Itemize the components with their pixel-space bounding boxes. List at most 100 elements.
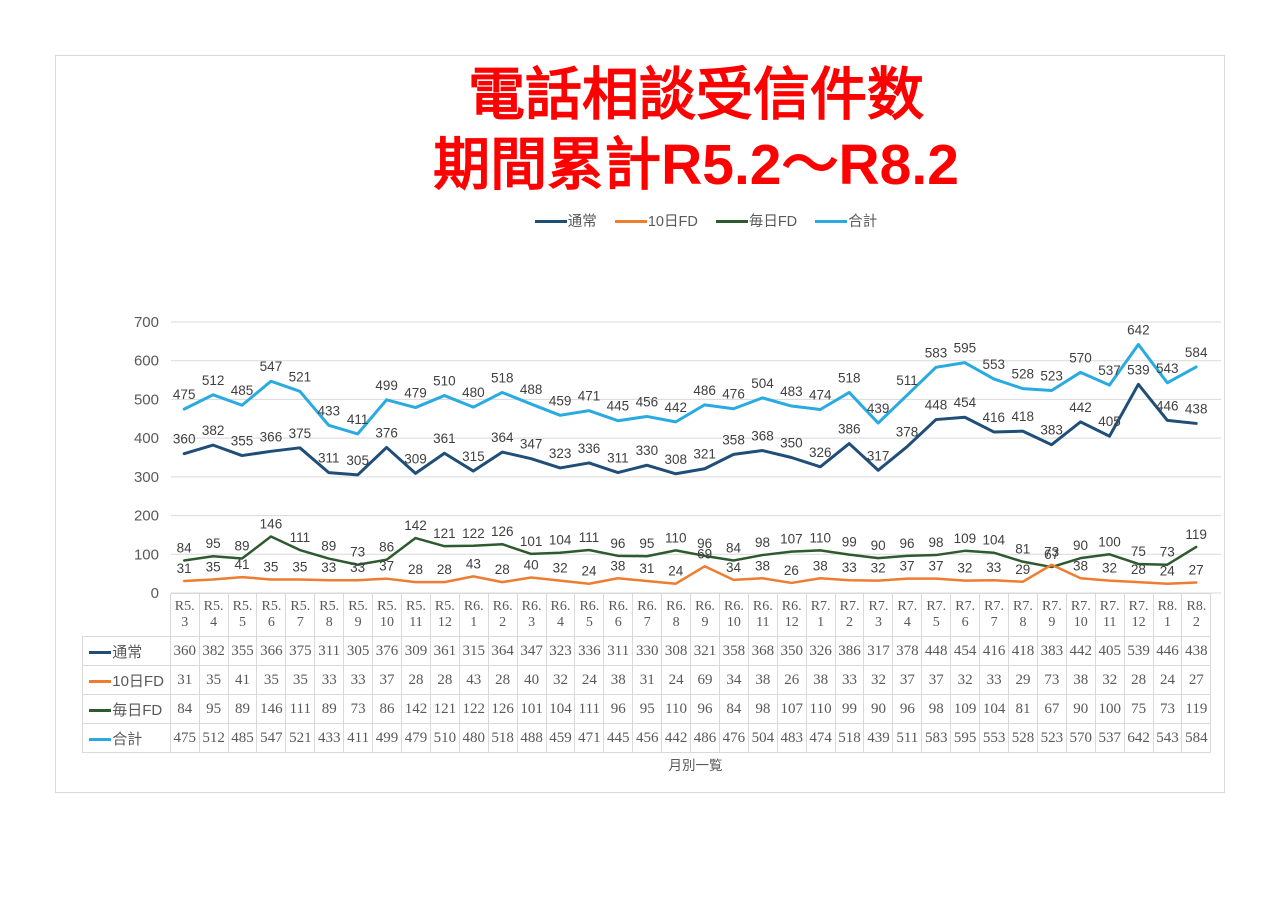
svg-text:104: 104 bbox=[983, 533, 1006, 548]
svg-text:504: 504 bbox=[751, 376, 774, 391]
svg-text:28: 28 bbox=[408, 562, 423, 577]
svg-text:486: 486 bbox=[693, 383, 716, 398]
svg-text:69: 69 bbox=[697, 546, 712, 561]
svg-text:121: 121 bbox=[433, 526, 456, 541]
svg-text:321: 321 bbox=[693, 447, 716, 462]
svg-text:411: 411 bbox=[347, 412, 369, 427]
svg-text:126: 126 bbox=[491, 524, 514, 539]
svg-text:547: 547 bbox=[260, 359, 283, 374]
svg-text:308: 308 bbox=[664, 452, 687, 467]
svg-text:100: 100 bbox=[134, 546, 159, 563]
svg-text:305: 305 bbox=[346, 453, 369, 468]
svg-text:311: 311 bbox=[607, 451, 629, 466]
svg-text:521: 521 bbox=[289, 369, 312, 384]
svg-text:488: 488 bbox=[520, 382, 543, 397]
svg-text:383: 383 bbox=[1040, 423, 1063, 438]
svg-text:584: 584 bbox=[1185, 345, 1208, 360]
svg-text:33: 33 bbox=[350, 560, 365, 575]
svg-text:98: 98 bbox=[755, 535, 770, 550]
svg-text:539: 539 bbox=[1127, 362, 1150, 377]
svg-text:146: 146 bbox=[260, 516, 283, 531]
svg-text:448: 448 bbox=[925, 398, 948, 413]
svg-text:24: 24 bbox=[668, 564, 684, 579]
svg-text:35: 35 bbox=[292, 559, 307, 574]
svg-text:73: 73 bbox=[1160, 545, 1175, 560]
svg-text:364: 364 bbox=[491, 430, 514, 445]
svg-text:483: 483 bbox=[780, 384, 803, 399]
svg-text:499: 499 bbox=[375, 378, 398, 393]
svg-text:358: 358 bbox=[722, 432, 745, 447]
svg-text:442: 442 bbox=[664, 400, 687, 415]
svg-text:119: 119 bbox=[1185, 527, 1207, 542]
svg-text:445: 445 bbox=[607, 399, 630, 414]
svg-text:84: 84 bbox=[726, 540, 742, 555]
svg-text:32: 32 bbox=[871, 561, 886, 576]
svg-text:471: 471 bbox=[578, 389, 601, 404]
svg-text:446: 446 bbox=[1156, 398, 1179, 413]
svg-text:111: 111 bbox=[579, 530, 600, 545]
svg-text:317: 317 bbox=[867, 448, 890, 463]
svg-text:442: 442 bbox=[1069, 400, 1092, 415]
svg-text:361: 361 bbox=[433, 431, 456, 446]
svg-text:438: 438 bbox=[1185, 401, 1208, 416]
svg-text:81: 81 bbox=[1015, 542, 1030, 557]
svg-text:475: 475 bbox=[173, 387, 196, 402]
svg-text:40: 40 bbox=[524, 558, 539, 573]
svg-text:537: 537 bbox=[1098, 363, 1121, 378]
svg-text:511: 511 bbox=[896, 373, 918, 388]
svg-text:111: 111 bbox=[290, 530, 311, 545]
svg-text:456: 456 bbox=[636, 394, 659, 409]
svg-text:33: 33 bbox=[986, 560, 1001, 575]
svg-text:122: 122 bbox=[462, 526, 485, 541]
svg-text:33: 33 bbox=[321, 560, 336, 575]
svg-text:518: 518 bbox=[491, 370, 514, 385]
svg-text:37: 37 bbox=[928, 559, 943, 574]
svg-text:433: 433 bbox=[318, 403, 341, 418]
svg-text:439: 439 bbox=[867, 401, 890, 416]
svg-text:500: 500 bbox=[134, 391, 159, 408]
svg-text:382: 382 bbox=[202, 423, 225, 438]
svg-text:543: 543 bbox=[1156, 361, 1179, 376]
svg-text:200: 200 bbox=[134, 508, 159, 525]
svg-text:32: 32 bbox=[1102, 561, 1117, 576]
svg-text:510: 510 bbox=[433, 374, 456, 389]
svg-text:311: 311 bbox=[318, 451, 340, 466]
svg-text:26: 26 bbox=[784, 563, 799, 578]
svg-text:96: 96 bbox=[610, 536, 625, 551]
svg-text:309: 309 bbox=[404, 451, 427, 466]
svg-text:86: 86 bbox=[379, 540, 394, 555]
svg-text:37: 37 bbox=[900, 559, 915, 574]
svg-text:95: 95 bbox=[639, 536, 654, 551]
svg-text:98: 98 bbox=[928, 535, 943, 550]
svg-text:350: 350 bbox=[780, 436, 803, 451]
svg-text:38: 38 bbox=[610, 558, 625, 573]
svg-text:459: 459 bbox=[549, 393, 572, 408]
svg-text:485: 485 bbox=[231, 383, 254, 398]
svg-text:84: 84 bbox=[177, 540, 193, 555]
svg-text:101: 101 bbox=[520, 534, 543, 549]
svg-text:583: 583 bbox=[925, 345, 948, 360]
svg-text:376: 376 bbox=[375, 425, 398, 440]
svg-text:553: 553 bbox=[983, 357, 1006, 372]
svg-text:366: 366 bbox=[260, 429, 283, 444]
svg-text:24: 24 bbox=[581, 564, 597, 579]
svg-text:100: 100 bbox=[1098, 534, 1121, 549]
svg-text:35: 35 bbox=[206, 559, 221, 574]
svg-text:41: 41 bbox=[235, 557, 250, 572]
svg-text:375: 375 bbox=[289, 426, 312, 441]
svg-text:24: 24 bbox=[1160, 564, 1176, 579]
svg-text:355: 355 bbox=[231, 434, 254, 449]
svg-text:405: 405 bbox=[1098, 414, 1121, 429]
svg-text:43: 43 bbox=[466, 556, 481, 571]
svg-text:33: 33 bbox=[842, 560, 857, 575]
svg-text:386: 386 bbox=[838, 422, 861, 437]
svg-text:99: 99 bbox=[842, 535, 857, 550]
svg-text:368: 368 bbox=[751, 429, 774, 444]
svg-text:37: 37 bbox=[379, 559, 394, 574]
svg-text:642: 642 bbox=[1127, 322, 1150, 337]
svg-text:28: 28 bbox=[495, 562, 510, 577]
svg-text:454: 454 bbox=[954, 395, 977, 410]
svg-text:28: 28 bbox=[437, 562, 452, 577]
svg-text:474: 474 bbox=[809, 387, 832, 402]
svg-text:528: 528 bbox=[1011, 367, 1034, 382]
